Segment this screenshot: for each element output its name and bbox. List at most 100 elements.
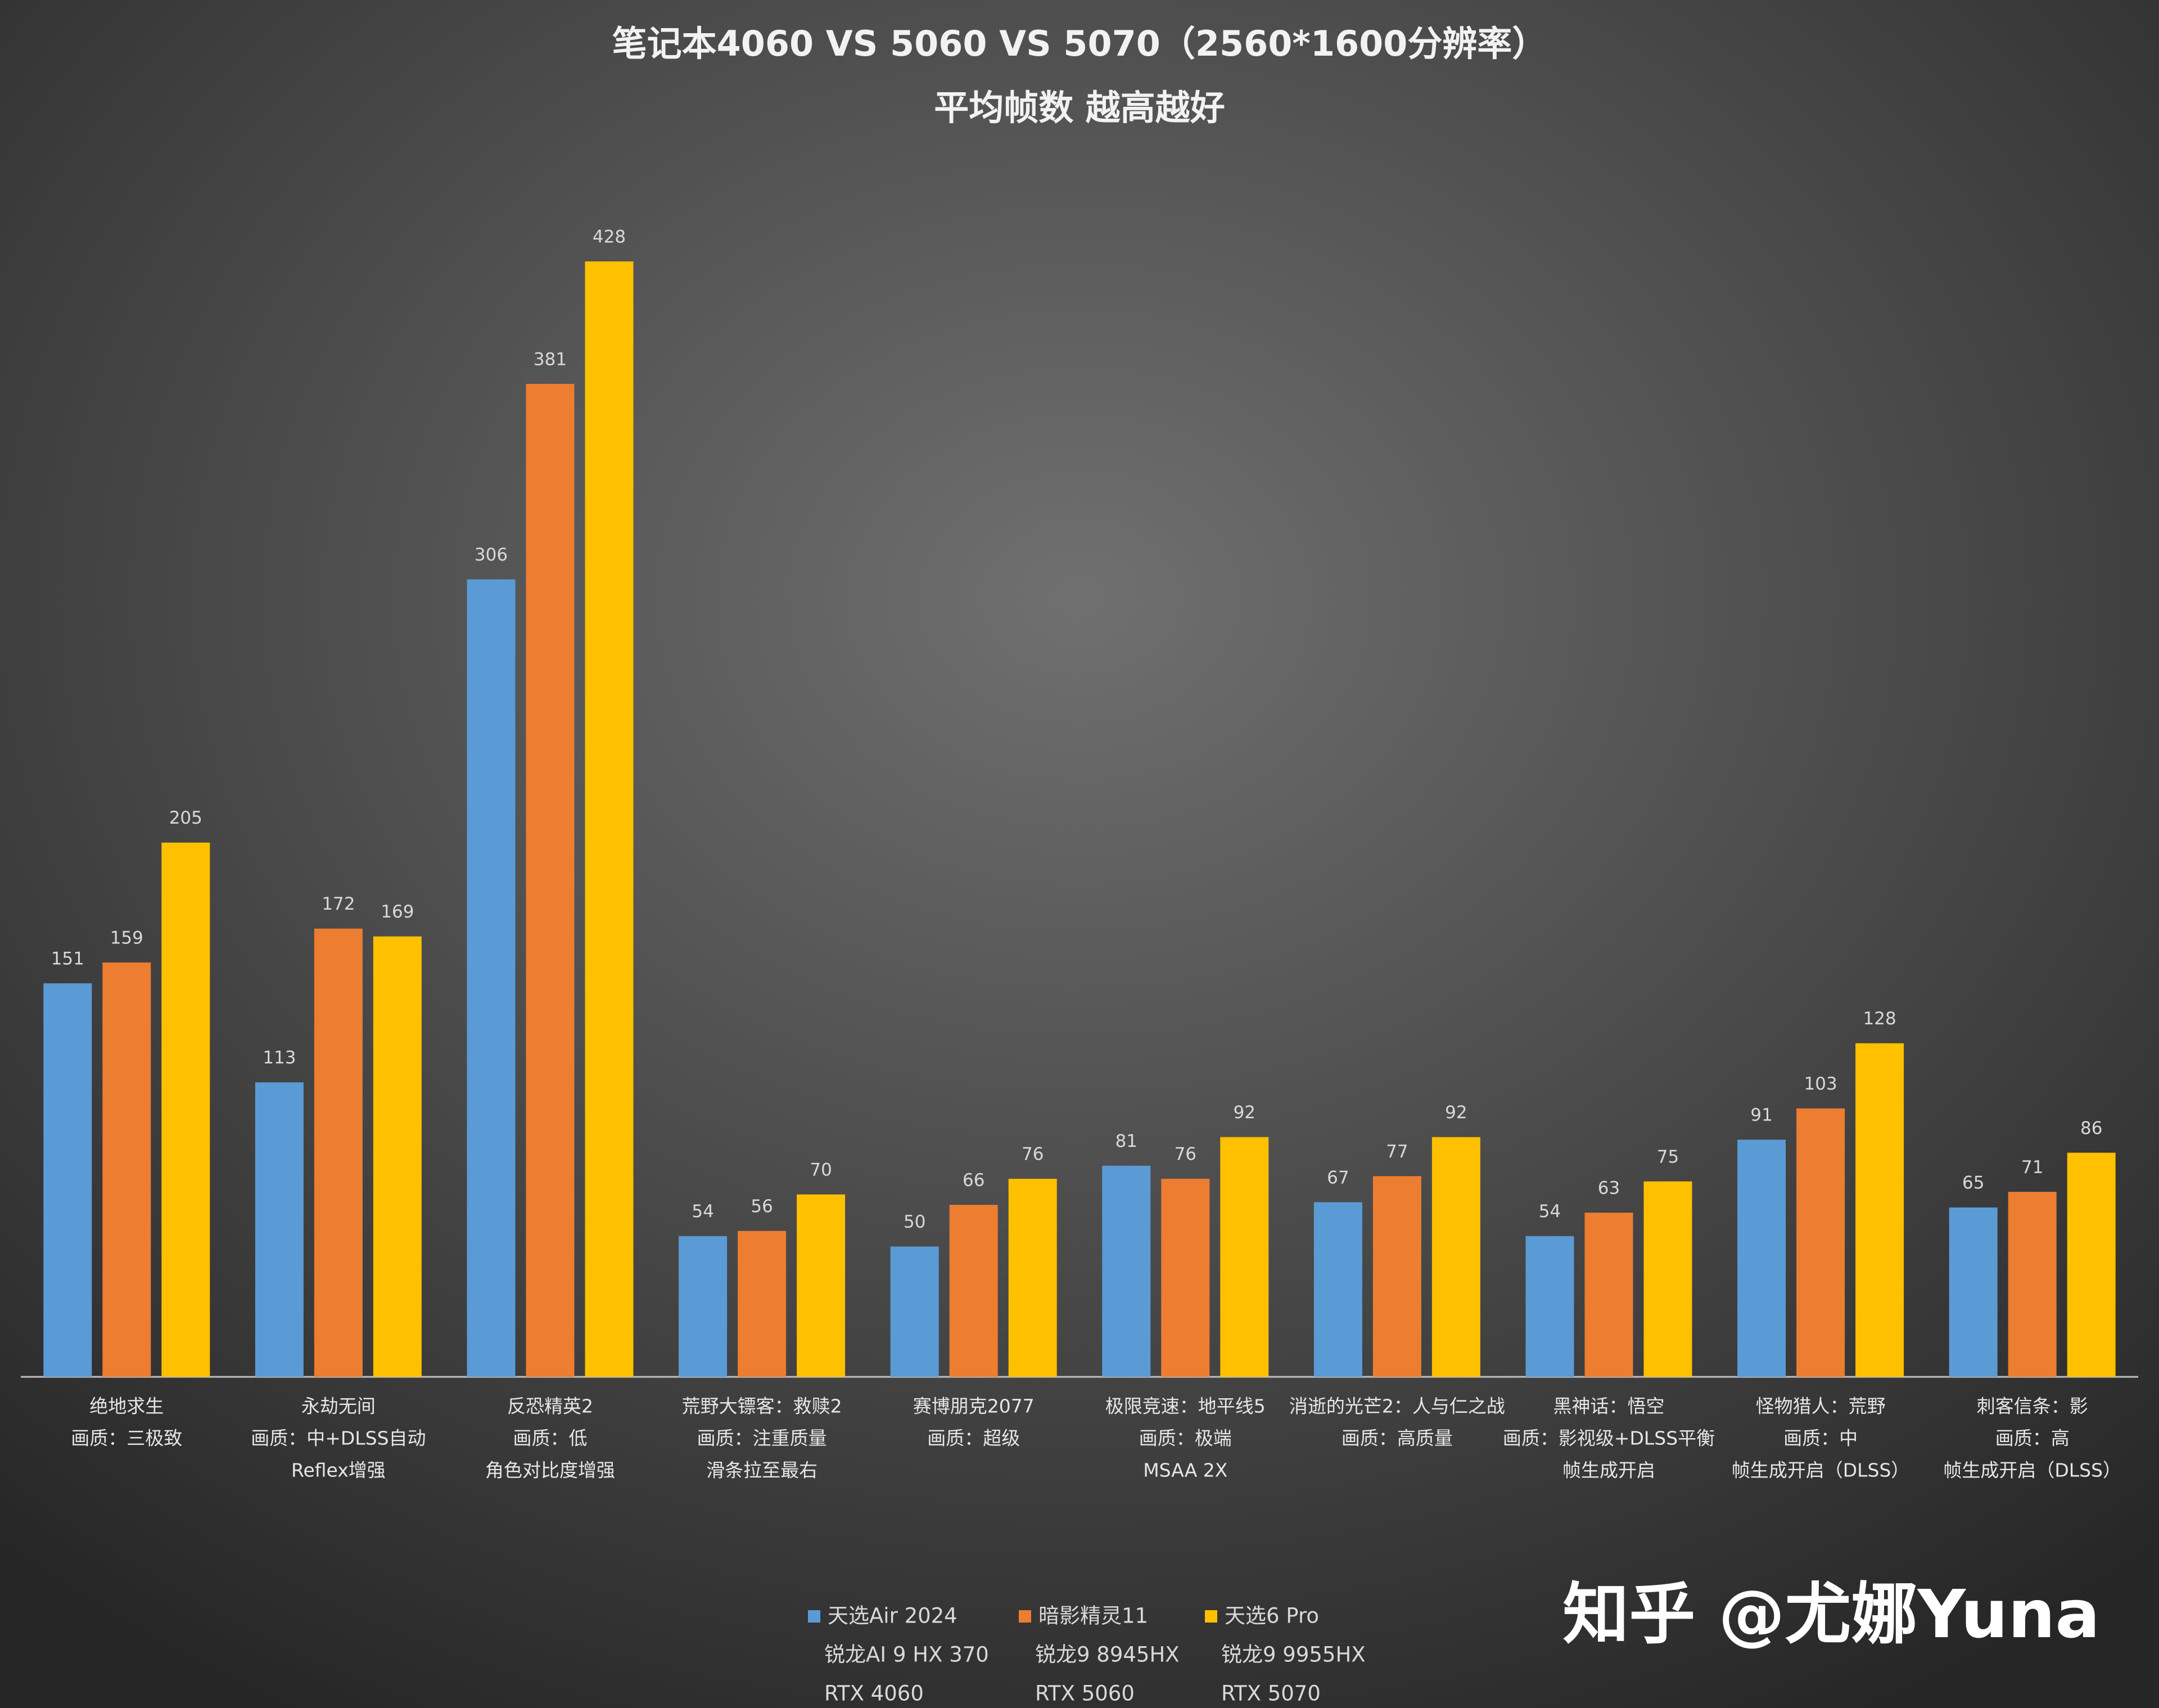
- bar: [314, 928, 363, 1377]
- value-label: 91: [1750, 1105, 1772, 1126]
- bar: [102, 962, 151, 1377]
- bar: [1008, 1178, 1057, 1377]
- category-label: 黑神话：悟空: [1553, 1395, 1665, 1417]
- category-label: Reflex增强: [291, 1460, 386, 1481]
- bar: [1102, 1165, 1151, 1377]
- bar: [1643, 1181, 1692, 1377]
- bar: [467, 579, 516, 1377]
- legend-label: 锐龙9 8945HX: [1035, 1643, 1180, 1667]
- bar: [2067, 1153, 2116, 1377]
- legend-label: RTX 4060: [824, 1682, 924, 1706]
- value-label: 71: [2021, 1157, 2043, 1177]
- value-label: 81: [1115, 1131, 1137, 1151]
- legend-label: 锐龙AI 9 HX 370: [824, 1643, 989, 1667]
- value-label: 92: [1445, 1102, 1467, 1123]
- legend-label: 暗影精灵11: [1038, 1604, 1148, 1628]
- value-label: 66: [963, 1171, 984, 1191]
- category-label: 刺客信条：影: [1977, 1395, 2088, 1417]
- category-label: 帧生成开启（DLSS）: [1732, 1460, 1910, 1481]
- category-label: 画质：高: [1995, 1427, 2070, 1449]
- bar: [738, 1231, 787, 1377]
- category-label: 荒野大镖客：救赎2: [682, 1395, 842, 1417]
- value-label: 151: [51, 949, 84, 969]
- bar: [949, 1205, 998, 1377]
- value-label: 92: [1234, 1102, 1255, 1123]
- category-label: 怪物猎人：荒野: [1756, 1395, 1886, 1417]
- category-label: 永劫无间: [301, 1395, 376, 1417]
- value-label: 86: [2080, 1118, 2102, 1138]
- category-label: 赛博朋克2077: [913, 1395, 1035, 1417]
- value-label: 76: [1175, 1144, 1196, 1164]
- category-label: 画质：注重质量: [697, 1427, 827, 1449]
- bar: [679, 1236, 728, 1377]
- category-label: MSAA 2X: [1143, 1460, 1227, 1481]
- bar: [1313, 1202, 1362, 1377]
- value-label: 169: [381, 902, 414, 922]
- bar: [1220, 1137, 1269, 1377]
- category-label: 帧生成开启（DLSS）: [1943, 1460, 2121, 1481]
- category-label: 极限竞速：地平线5: [1105, 1395, 1266, 1417]
- value-label: 428: [593, 227, 626, 247]
- value-label: 75: [1657, 1147, 1679, 1167]
- value-label: 77: [1386, 1142, 1408, 1162]
- legend-label: 天选6 Pro: [1225, 1604, 1319, 1628]
- category-label: 反恐精英2: [507, 1395, 593, 1417]
- category-label: 帧生成开启: [1562, 1460, 1655, 1481]
- bar: [43, 983, 92, 1377]
- legend-swatch: [1019, 1610, 1031, 1623]
- bar: [1855, 1043, 1904, 1377]
- bar: [1525, 1236, 1574, 1377]
- bar: [255, 1082, 304, 1377]
- bar: [373, 936, 422, 1377]
- bar: [1584, 1212, 1633, 1377]
- bar: [1949, 1207, 1998, 1377]
- bar: [2008, 1191, 2057, 1377]
- category-label: 画质：中: [1783, 1427, 1858, 1449]
- watermark: 知乎 @尤娜Yuna: [1562, 1575, 2100, 1653]
- value-label: 381: [534, 349, 567, 369]
- value-label: 172: [322, 894, 355, 914]
- value-label: 63: [1598, 1178, 1620, 1198]
- legend-label: 锐龙9 9955HX: [1221, 1643, 1366, 1667]
- value-label: 70: [810, 1160, 832, 1180]
- chart-subtitle: 平均帧数 越高越好: [934, 87, 1225, 128]
- bar: [585, 261, 634, 1377]
- legend-label: 天选Air 2024: [828, 1604, 957, 1628]
- category-label: 消逝的光芒2：人与仁之战: [1289, 1395, 1505, 1417]
- value-label: 54: [1539, 1201, 1561, 1222]
- value-label: 159: [110, 928, 143, 948]
- value-label: 56: [751, 1196, 773, 1217]
- category-label: 角色对比度增强: [485, 1460, 615, 1481]
- value-label: 50: [904, 1212, 925, 1232]
- category-label: 滑条拉至最右: [706, 1460, 817, 1481]
- value-label: 76: [1022, 1144, 1044, 1164]
- category-label: 画质：超级: [927, 1427, 1020, 1449]
- category-label: 画质：高质量: [1342, 1427, 1453, 1449]
- bar: [161, 842, 210, 1377]
- category-label: 画质：中+DLSS自动: [251, 1427, 426, 1449]
- bar: [1161, 1178, 1210, 1377]
- value-label: 65: [1962, 1173, 1984, 1193]
- value-label: 113: [263, 1048, 296, 1068]
- bar: [1431, 1137, 1480, 1377]
- chart-title: 笔记本4060 VS 5060 VS 5070（2560*1600分辨率）: [612, 23, 1547, 64]
- value-label: 67: [1327, 1168, 1349, 1188]
- legend-label: RTX 5060: [1035, 1682, 1135, 1706]
- value-label: 128: [1863, 1009, 1896, 1029]
- value-label: 103: [1804, 1074, 1837, 1094]
- bar: [1372, 1176, 1421, 1377]
- bar: [890, 1246, 939, 1377]
- bar: [526, 383, 575, 1377]
- value-label: 205: [169, 808, 202, 828]
- category-label: 画质：三极致: [71, 1427, 182, 1449]
- category-label: 画质：极端: [1139, 1427, 1232, 1449]
- category-label: 绝地求生: [89, 1395, 164, 1417]
- legend-swatch: [1205, 1610, 1217, 1623]
- bar: [1737, 1140, 1786, 1377]
- bar: [797, 1194, 846, 1377]
- category-label: 画质：低: [513, 1427, 588, 1449]
- legend-swatch: [808, 1610, 820, 1623]
- legend-label: RTX 5070: [1221, 1682, 1321, 1706]
